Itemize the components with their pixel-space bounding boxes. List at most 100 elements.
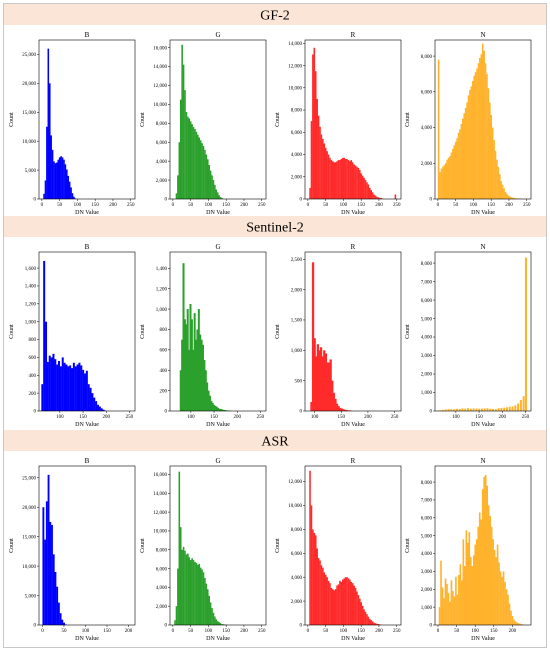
histogram-panels: B 0 50 100 150 200 250 0 5,000 10,000 15,000 20,000…	[9, 31, 532, 642]
histogram-bar	[69, 365, 72, 411]
histogram-bar	[313, 532, 316, 625]
histogram-gf2-r: R 0 50 100 150 200 250 0 2,000 4,000 6,000 8,000 10,…	[275, 31, 402, 216]
histogram-bar	[317, 558, 320, 625]
x-axis-label: DN Value	[206, 210, 230, 216]
histogram-bar	[453, 409, 456, 411]
y-tick-label: 2,000	[291, 175, 303, 180]
histogram-bar	[455, 576, 457, 625]
y-tick-label: 6,000	[291, 552, 303, 557]
histogram-bar	[462, 118, 464, 199]
histogram-bar	[394, 194, 397, 199]
histogram-bar	[56, 162, 58, 199]
histogram-bar	[522, 396, 525, 411]
histogram-bar	[344, 577, 347, 625]
histogram-bar	[322, 567, 324, 625]
y-axis-label: Count	[9, 324, 15, 339]
histogram-bar	[100, 408, 103, 411]
histogram-bar	[219, 623, 222, 625]
histogram-bar	[46, 126, 48, 199]
histogram-bar	[351, 583, 354, 625]
histogram-bar	[218, 408, 221, 411]
y-tick-label: 400	[160, 369, 168, 374]
histogram-bar	[102, 409, 105, 411]
histogram-bar	[341, 579, 344, 625]
x-axis-label: DN Value	[471, 636, 495, 642]
histogram-bar	[187, 116, 189, 199]
x-tick-label: 250	[126, 415, 134, 420]
histogram-bar	[467, 542, 469, 625]
histogram-bar	[353, 164, 355, 199]
histogram-bar	[502, 571, 505, 625]
histogram-bar	[313, 338, 316, 411]
histogram-bar	[205, 583, 208, 625]
histogram-bar	[480, 54, 483, 199]
histogram-bar	[345, 410, 348, 411]
y-tick-label: 800	[29, 338, 37, 343]
x-tick-label: 200	[375, 203, 383, 208]
histogram-bar	[478, 512, 481, 625]
histogram-bar	[181, 44, 183, 200]
histogram-bar	[519, 399, 522, 411]
y-axis-label: Count	[140, 538, 146, 553]
histogram-bar	[321, 356, 324, 411]
histogram-bar	[348, 410, 352, 411]
histogram-bar	[56, 586, 59, 625]
histogram-bar	[378, 197, 381, 199]
x-axis-label: DN Value	[341, 636, 365, 642]
x-tick-label: 250	[391, 415, 399, 420]
histogram-bar	[199, 140, 202, 199]
histogram-bar	[357, 595, 360, 625]
histogram-bar	[513, 619, 515, 625]
histogram-bar	[333, 162, 336, 199]
plot-frame	[304, 39, 402, 200]
y-tick-label: 1,200	[156, 287, 168, 292]
histogram-bar	[185, 324, 188, 411]
histogram-bar	[439, 410, 442, 411]
panel-title: B	[85, 457, 90, 465]
histogram-bar	[467, 408, 470, 411]
histogram-bar	[185, 554, 188, 625]
histogram-bar	[353, 585, 355, 625]
histogram-bar	[326, 151, 328, 199]
histogram-bar	[194, 561, 196, 625]
histogram-bar	[494, 409, 497, 411]
y-axis-label: Count	[140, 112, 146, 127]
histogram-bar	[374, 623, 377, 625]
histogram-bar	[221, 409, 224, 411]
y-tick-label: 2,000	[421, 373, 433, 378]
histogram-bar	[437, 59, 440, 200]
y-tick-label: 200	[29, 392, 37, 397]
histogram-bar	[191, 124, 193, 199]
histogram-bar	[189, 303, 192, 411]
histogram-bar	[204, 577, 206, 625]
histogram-bar	[464, 408, 467, 411]
y-tick-label: 1,000	[291, 349, 303, 354]
y-tick-label: 0	[34, 410, 37, 415]
y-tick-label: 8,000	[156, 122, 168, 127]
histogram-bar	[514, 621, 517, 625]
y-tick-label: 12,000	[153, 84, 167, 89]
histogram-bar	[456, 138, 458, 199]
histogram-bar	[72, 362, 75, 411]
x-tick-label: 250	[258, 629, 266, 634]
histogram-bar	[195, 339, 198, 411]
histogram-bar	[496, 159, 498, 199]
histogram-bar	[458, 574, 460, 625]
histogram-bar	[85, 370, 88, 411]
histogram-bar	[67, 366, 70, 411]
x-tick-label: 50	[453, 203, 459, 208]
histogram-bar	[450, 580, 453, 625]
histogram-bar	[508, 196, 511, 199]
histogram-bar	[337, 406, 340, 411]
x-tick-label: 150	[475, 415, 483, 420]
y-tick-label: 0	[430, 410, 433, 415]
histogram-bar	[516, 622, 518, 625]
x-axis-label: DN Value	[471, 210, 495, 216]
y-tick-label: 1,000	[421, 391, 433, 396]
x-tick-label: 100	[82, 629, 90, 634]
x-tick-label: 100	[470, 203, 478, 208]
histogram-bar	[219, 197, 222, 199]
histogram-bar	[459, 564, 462, 625]
histogram-bar	[216, 192, 219, 200]
histogram-bar	[46, 361, 49, 411]
